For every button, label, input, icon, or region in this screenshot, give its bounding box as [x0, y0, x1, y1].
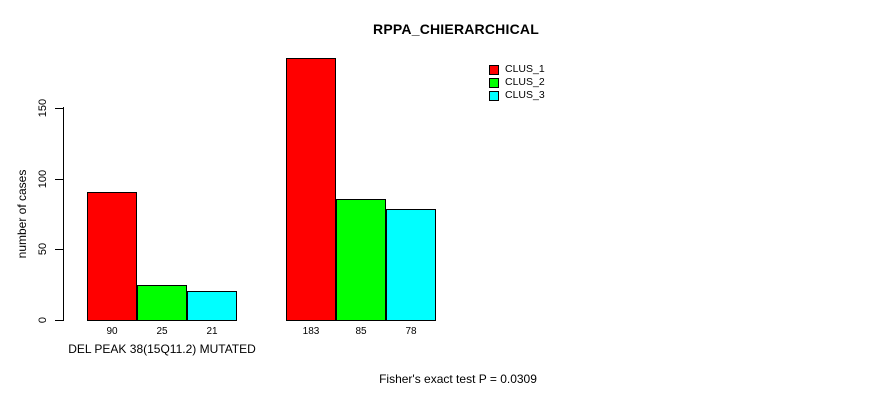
y-axis-line: [63, 107, 64, 321]
legend-label: CLUS_1: [505, 63, 545, 75]
legend-item-clus_2: CLUS_2: [489, 76, 545, 89]
y-tick-mark: [55, 179, 63, 180]
y-tick-label: 100: [37, 169, 49, 189]
bar-value-label: 183: [302, 326, 320, 337]
bar-clus_3-group1: [187, 291, 237, 321]
bar-clus_1-group2: [286, 58, 336, 321]
y-tick-mark: [55, 108, 63, 109]
legend-swatch: [489, 90, 499, 101]
bar-clus_3-group2: [386, 209, 436, 321]
bar-clus_2-group1: [137, 285, 187, 321]
bar-value-label: 21: [206, 326, 218, 337]
legend-item-clus_1: CLUS_1: [489, 63, 545, 76]
y-tick-label: 50: [37, 242, 49, 256]
category-label: DEL PEAK 38(15Q11.2) MUTATED: [68, 342, 256, 356]
legend-swatch: [489, 64, 499, 75]
legend-label: CLUS_3: [505, 89, 545, 101]
y-tick-mark: [55, 320, 63, 321]
annotation-fisher-test: Fisher's exact test P = 0.0309: [379, 372, 537, 386]
y-axis-label: number of cases: [15, 169, 29, 259]
bar-clus_1-group1: [87, 192, 137, 321]
y-tick-label: 0: [37, 316, 49, 324]
bar-value-label: 25: [156, 326, 168, 337]
y-tick-label: 150: [37, 98, 49, 118]
bar-value-label: 78: [405, 326, 417, 337]
legend: CLUS_1 CLUS_2 CLUS_3: [489, 63, 545, 102]
bar-clus_2-group2: [336, 199, 386, 321]
legend-label: CLUS_2: [505, 76, 545, 88]
bar-value-label: 90: [106, 326, 118, 337]
legend-swatch: [489, 77, 499, 88]
legend-item-clus_3: CLUS_3: [489, 89, 545, 102]
chart-title: RPPA_CHIERARCHICAL: [373, 21, 539, 37]
bar-value-label: 85: [355, 326, 367, 337]
y-tick-mark: [55, 249, 63, 250]
